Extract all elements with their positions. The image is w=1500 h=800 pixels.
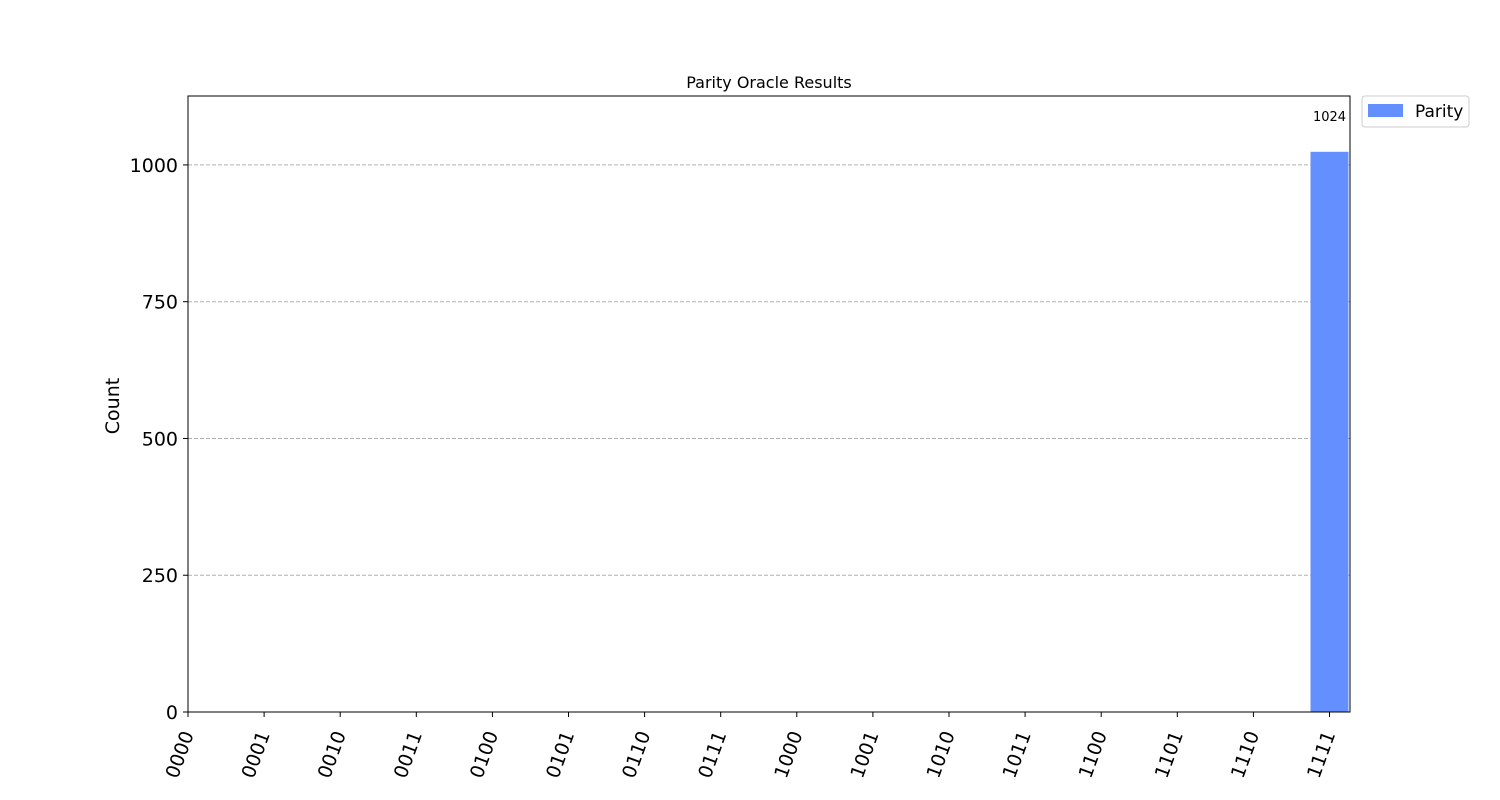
- x-axis-ticks: 0000 0001 0010 0011 0100 0101 0110 0111 1000 1001…: [161, 712, 1340, 781]
- legend-swatch: [1368, 104, 1403, 117]
- x-tick-label: 1111: [1303, 728, 1340, 781]
- chart-title: Parity Oracle Results: [686, 73, 852, 92]
- y-tick-label: 250: [142, 565, 178, 587]
- y-axis-label: Count: [102, 378, 124, 434]
- x-tick-label: 1110: [1227, 728, 1264, 781]
- x-tick-label: 0101: [542, 728, 579, 781]
- x-tick-label: 1101: [1151, 728, 1188, 781]
- x-tick-label: 0111: [694, 728, 731, 781]
- x-tick-label: 0000: [161, 728, 198, 781]
- x-tick-label: 0011: [390, 728, 427, 781]
- data-labels: 1024: [1313, 110, 1346, 125]
- x-tick-label: 0001: [238, 728, 275, 781]
- x-tick-label: 1010: [922, 728, 959, 781]
- legend-box: [1361, 95, 1470, 128]
- plot-frame: [187, 95, 1351, 713]
- x-tick-label: 0110: [618, 728, 655, 781]
- x-tick-label: 0010: [314, 728, 351, 781]
- x-tick-label: 1100: [1075, 728, 1112, 781]
- y-tick-label: 500: [142, 428, 178, 450]
- x-tick-label: 1001: [846, 728, 883, 781]
- bars: [1310, 151, 1349, 712]
- x-tick-label: 0100: [466, 728, 503, 781]
- grid-lines: [188, 164, 1350, 576]
- y-tick-label: 1000: [130, 155, 178, 177]
- bar-1111: [1310, 151, 1349, 712]
- legend: Parity: [1361, 95, 1470, 128]
- y-tick-label: 750: [142, 292, 178, 314]
- x-tick-label: 1011: [999, 728, 1036, 781]
- x-tick-label: 1000: [770, 728, 807, 781]
- y-axis-ticks: 0 250 500 750 1000: [130, 155, 188, 724]
- y-tick-label: 0: [166, 702, 178, 724]
- legend-label: Parity: [1415, 102, 1463, 122]
- data-label: 1024: [1313, 110, 1346, 125]
